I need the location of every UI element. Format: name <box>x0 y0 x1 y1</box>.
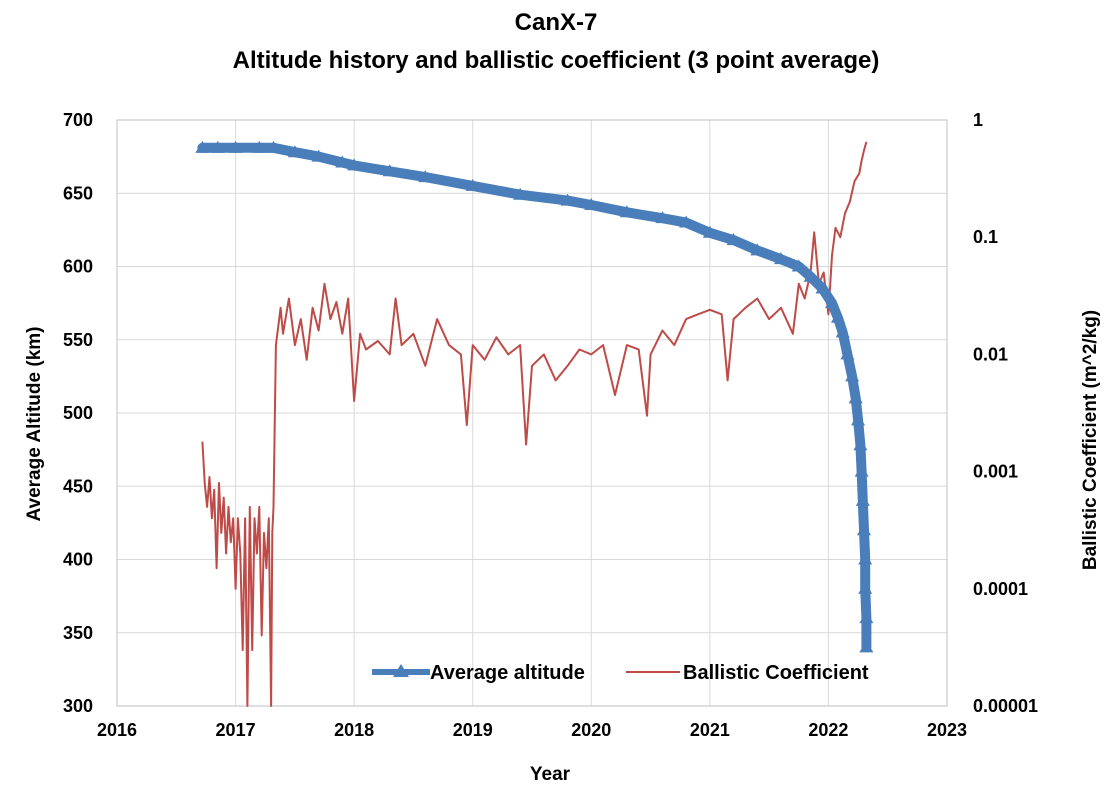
altitude-point-marker <box>859 640 874 653</box>
chart-title: CanX-7 <box>515 9 598 36</box>
x-tick-label: 2021 <box>690 720 730 740</box>
altitude-point-marker <box>830 310 845 323</box>
altitude-point-marker <box>252 140 267 153</box>
altitude-point-marker <box>859 611 874 624</box>
altitude-point-marker <box>584 197 599 210</box>
altitude-point-marker <box>858 552 873 565</box>
altitude-point-marker <box>857 523 871 536</box>
altitude-point-marker <box>803 269 818 282</box>
altitude-point-marker <box>347 158 362 171</box>
altitude-point-marker <box>774 252 788 265</box>
legend: Average altitude Ballistic Coefficient <box>372 662 869 684</box>
x-tick-label: 2022 <box>808 720 848 740</box>
legend-item-ballistic-coefficient: Ballistic Coefficient <box>626 662 869 684</box>
altitude-point-marker <box>382 164 397 177</box>
y-tick-label: 700 <box>63 110 93 130</box>
altitude-point-marker <box>513 187 528 200</box>
legend-label-average-altitude: Average altitude <box>430 662 585 684</box>
altitude-point-marker <box>750 243 765 256</box>
y2-tick-label: 0.00001 <box>973 696 1038 716</box>
altitude-point-marker <box>228 140 243 153</box>
altitude-point-marker <box>287 145 302 158</box>
altitude-point-marker <box>851 413 866 426</box>
altitude-point-marker <box>335 155 350 168</box>
x-tick-label: 2016 <box>97 720 137 740</box>
y2-tick-label: 0.1 <box>973 227 998 247</box>
x-tick-label: 2023 <box>927 720 967 740</box>
y-tick-label: 300 <box>63 696 93 716</box>
altitude-point-marker <box>791 259 806 272</box>
altitude-point-marker <box>835 325 850 338</box>
ballistic-coefficient-line <box>201 141 868 707</box>
tick-labels: 2016 2017 2018 2019 2020 2021 2022 2023 300 350 40… <box>63 110 1038 740</box>
altitude-point-marker <box>465 178 480 191</box>
y-tick-label: 400 <box>63 550 93 570</box>
legend-item-average-altitude: Average altitude <box>372 662 585 684</box>
altitude-point-marker <box>854 464 869 477</box>
y2-tick-label: 0.0001 <box>973 579 1028 599</box>
legend-altitude-marker <box>393 664 409 677</box>
altitude-point-marker <box>210 140 225 153</box>
altitude-point-marker <box>840 347 855 360</box>
altitude-point-marker <box>655 211 670 224</box>
altitude-point-marker <box>311 149 326 162</box>
y2-tick-label: 0.01 <box>973 344 1008 364</box>
altitude-point-marker <box>266 140 281 153</box>
altitude-point-marker <box>560 193 575 206</box>
y-tick-label: 350 <box>63 623 93 643</box>
average-altitude-line <box>197 142 872 653</box>
x-axis-title: Year <box>530 764 571 785</box>
y-tick-label: 450 <box>63 476 93 496</box>
altitude-point-marker <box>815 281 830 294</box>
x-tick-label: 2019 <box>453 720 493 740</box>
y-axis-title: Average Altitude (km) <box>24 327 45 522</box>
y-tick-label: 500 <box>63 403 93 423</box>
altitude-point-marker <box>845 369 860 382</box>
altitude-point-marker <box>824 296 839 309</box>
altitude-point-marker <box>619 205 634 218</box>
series-layer <box>195 140 874 707</box>
altitude-point-marker <box>855 493 870 506</box>
y2-tick-label: 1 <box>973 110 983 130</box>
x-tick-label: 2017 <box>216 720 256 740</box>
altitude-point-marker <box>702 225 717 238</box>
y-tick-label: 600 <box>63 257 93 277</box>
altitude-point-marker <box>853 438 868 451</box>
altitude-point-marker <box>726 233 741 246</box>
chart-subtitle: Altitude history and ballistic coefficie… <box>233 47 880 74</box>
altitude-point-marker <box>195 140 210 153</box>
x-tick-label: 2020 <box>571 720 611 740</box>
y2-axis-title: Ballistic Coefficient (m^2/kg) <box>1080 310 1101 570</box>
altitude-point-marker <box>418 170 433 183</box>
y-tick-label: 650 <box>63 183 93 203</box>
y2-tick-label: 0.001 <box>973 462 1018 482</box>
altitude-point-marker <box>679 215 694 228</box>
y-tick-label: 550 <box>63 330 93 350</box>
x-tick-label: 2018 <box>334 720 374 740</box>
altitude-point-marker <box>858 581 873 594</box>
plot-area-frame <box>116 119 948 707</box>
altitude-point-marker <box>848 391 863 404</box>
legend-label-ballistic-coefficient: Ballistic Coefficient <box>683 662 869 684</box>
